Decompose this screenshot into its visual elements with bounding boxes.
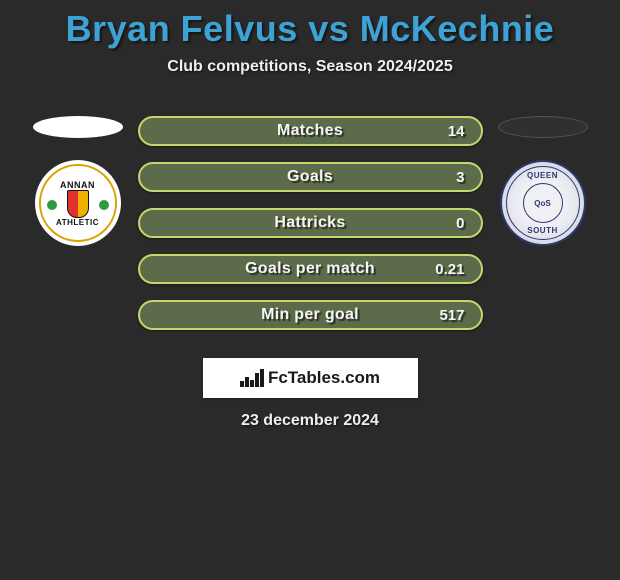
stat-value: 3 [456, 169, 464, 186]
stat-label: Matches [277, 122, 343, 140]
stats-column: Matches 14 Goals 3 Hattricks 0 Goals per… [138, 116, 483, 330]
page-title: Bryan Felvus vs McKechnie [0, 8, 620, 50]
qos-badge-inner: QUEEN QoS SOUTH [506, 166, 580, 240]
club-badge-left: ANNAN ATHLETIC [35, 160, 121, 246]
brand-box[interactable]: FcTables.com [203, 358, 418, 398]
subtitle: Club competitions, Season 2024/2025 [0, 58, 620, 76]
date-label: 23 december 2024 [0, 412, 620, 430]
qos-top-text: QUEEN [527, 171, 558, 180]
legend-pill-right [498, 116, 588, 138]
club-badge-right: QUEEN QoS SOUTH [500, 160, 586, 246]
stat-row-goals: Goals 3 [138, 162, 483, 192]
stat-label: Min per goal [261, 306, 359, 324]
shield-icon [67, 190, 89, 218]
bar-chart-icon [240, 369, 262, 387]
stat-row-hattricks: Hattricks 0 [138, 208, 483, 238]
stat-value: 0.21 [435, 261, 464, 278]
stat-row-matches: Matches 14 [138, 116, 483, 146]
main-row: ANNAN ATHLETIC Matches 14 Goals 3 Hattri… [0, 116, 620, 330]
left-column: ANNAN ATHLETIC [28, 116, 128, 246]
legend-pill-left [33, 116, 123, 138]
annan-top-text: ANNAN [60, 180, 95, 190]
stat-label: Goals [287, 168, 333, 186]
brand-label: FcTables.com [268, 368, 380, 388]
annan-badge-inner: ANNAN ATHLETIC [39, 164, 117, 242]
right-column: QUEEN QoS SOUTH [493, 116, 593, 246]
qos-center: QoS [523, 183, 563, 223]
stat-row-gpm: Goals per match 0.21 [138, 254, 483, 284]
stat-label: Goals per match [245, 260, 375, 278]
comparison-card: Bryan Felvus vs McKechnie Club competiti… [0, 0, 620, 430]
qos-bottom-text: SOUTH [527, 226, 558, 235]
stat-value: 14 [448, 123, 465, 140]
stat-value: 0 [456, 215, 464, 232]
qos-center-text: QoS [534, 199, 550, 208]
annan-bottom-text: ATHLETIC [56, 218, 99, 227]
stat-value: 517 [439, 307, 464, 324]
stat-label: Hattricks [274, 214, 345, 232]
thistle-icon [47, 200, 57, 210]
thistle-icon [99, 200, 109, 210]
stat-row-mpg: Min per goal 517 [138, 300, 483, 330]
